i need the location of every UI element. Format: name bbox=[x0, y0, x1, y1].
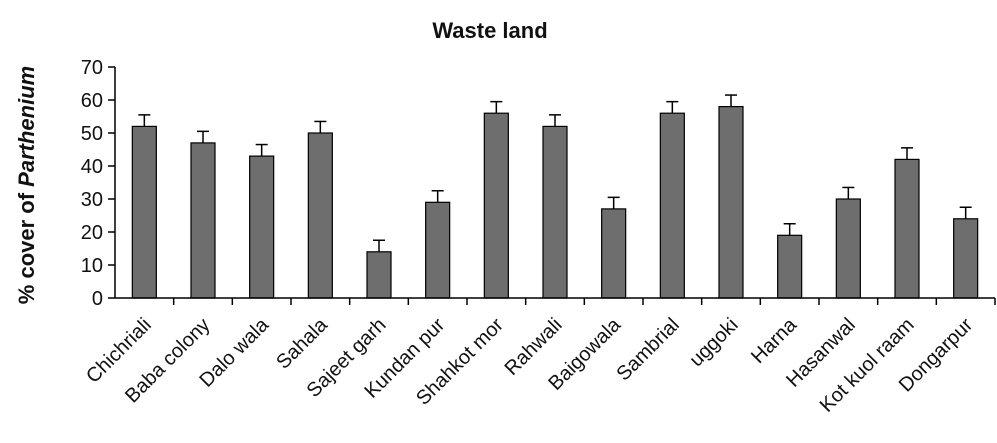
y-tick-label: 0 bbox=[92, 288, 103, 310]
bar bbox=[543, 126, 567, 298]
y-tick-label: 10 bbox=[81, 255, 103, 277]
bar bbox=[719, 107, 743, 298]
y-tick-label: 50 bbox=[81, 123, 103, 145]
y-tick-label: 70 bbox=[81, 57, 103, 79]
chart-title: Waste land bbox=[432, 18, 547, 43]
bar bbox=[308, 133, 332, 298]
bars bbox=[132, 95, 977, 298]
x-tick-label: uggoki bbox=[685, 314, 742, 371]
y-axis-ticks: 0 10 20 30 40 50 60 70 bbox=[81, 57, 115, 310]
bar bbox=[602, 209, 626, 298]
y-tick-label: 20 bbox=[81, 222, 103, 244]
y-axis-label-italic: Parthenium bbox=[14, 66, 39, 187]
bar bbox=[426, 202, 450, 298]
bar bbox=[895, 159, 919, 298]
x-tick-label: Sambrial bbox=[613, 314, 684, 385]
bar bbox=[250, 156, 274, 298]
bar bbox=[660, 113, 684, 298]
bar bbox=[836, 199, 860, 298]
bar bbox=[367, 252, 391, 298]
y-tick-label: 60 bbox=[81, 90, 103, 112]
y-axis-label-prefix: % cover of bbox=[14, 187, 39, 304]
y-tick-label: 30 bbox=[81, 189, 103, 211]
y-axis-label: % cover of Parthenium bbox=[14, 66, 39, 304]
bar bbox=[132, 126, 156, 298]
bar bbox=[778, 235, 802, 298]
bar bbox=[484, 113, 508, 298]
y-tick-label: 40 bbox=[81, 156, 103, 178]
bar bbox=[191, 143, 215, 298]
x-tick-label: Harna bbox=[747, 313, 802, 368]
bar bbox=[954, 219, 978, 298]
